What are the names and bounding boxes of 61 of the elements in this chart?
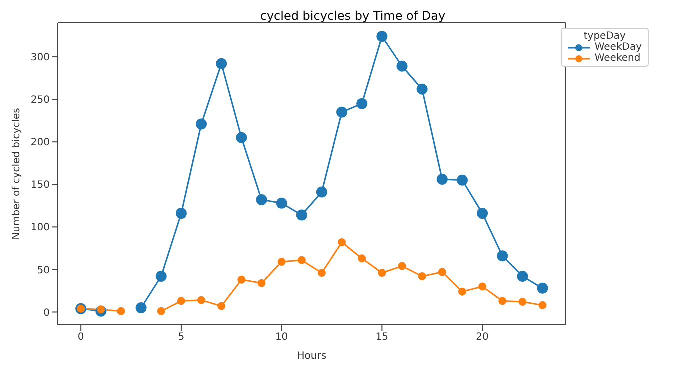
point (256, 194, 268, 206)
point (456, 174, 468, 186)
point (276, 198, 288, 209)
point (378, 269, 386, 278)
y-tick-label: 250 (30, 95, 50, 106)
point (498, 297, 507, 306)
x-tick-label: 10 (275, 332, 288, 344)
y-tick-label: 100 (30, 222, 50, 234)
point (157, 307, 166, 316)
y-tick-label: 200 (30, 138, 50, 149)
x-tick-label: 0 (78, 332, 84, 344)
point (518, 298, 527, 306)
y-tick-label: 0 (44, 308, 50, 319)
point (238, 276, 246, 284)
point (136, 302, 147, 314)
point (218, 302, 226, 310)
y-tick-label: 150 (30, 180, 50, 192)
legend-label: WeekDay (594, 42, 642, 53)
point (216, 58, 228, 70)
y-tick-label: 50 (37, 265, 50, 276)
point (196, 118, 208, 130)
point (376, 31, 388, 42)
point (477, 208, 488, 220)
point (398, 262, 406, 270)
point (236, 132, 248, 144)
point (198, 296, 206, 304)
point (117, 307, 126, 316)
x-tick-label: 5 (178, 332, 185, 344)
point (517, 271, 528, 282)
point (338, 238, 346, 246)
point (358, 254, 366, 263)
point (97, 306, 106, 314)
y-tick-label: 300 (30, 52, 50, 64)
point (258, 279, 266, 288)
point (318, 269, 326, 278)
point (458, 288, 466, 296)
point (416, 84, 428, 95)
y-axis-title: Number of cycled bicycles (12, 108, 23, 240)
point (298, 256, 306, 264)
point (356, 98, 368, 110)
point (177, 297, 186, 306)
point (537, 282, 548, 294)
x-tick-label: 20 (476, 332, 489, 344)
point (436, 174, 448, 186)
point (478, 282, 487, 291)
point (176, 208, 187, 220)
legend-label: Weekend (594, 53, 641, 64)
point (156, 271, 167, 282)
chart-title: cycled bicycles by Time of Day (260, 9, 446, 23)
point (336, 106, 348, 118)
point (418, 272, 426, 281)
point (316, 186, 328, 198)
point (278, 258, 286, 266)
point (538, 301, 547, 310)
point (497, 250, 508, 262)
x-tick-label: 15 (376, 332, 389, 344)
point (438, 268, 446, 276)
x-axis-title: Hours (297, 351, 327, 362)
point (296, 210, 308, 221)
point (396, 60, 408, 72)
legend-title: typeDay (582, 31, 626, 42)
